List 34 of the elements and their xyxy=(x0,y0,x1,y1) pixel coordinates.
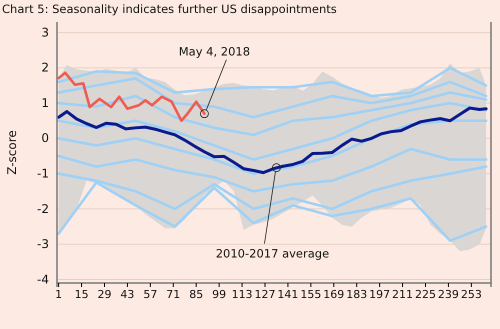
x-tick-label: 211 xyxy=(392,288,414,301)
x-tick-label: 141 xyxy=(277,288,298,301)
x-tick-label: 253 xyxy=(460,288,482,301)
line-series xyxy=(57,106,488,174)
chart-title: Chart 5: Seasonality indicates further US disappointments xyxy=(2,2,337,16)
x-tick-label: 127 xyxy=(254,288,276,301)
y-tick-label: 1 xyxy=(41,96,49,110)
x-tick-label: 197 xyxy=(369,288,390,301)
line-series xyxy=(57,102,488,161)
y-tick-label: 2 xyxy=(41,60,49,75)
x-tick-label: 29 xyxy=(97,288,112,301)
x-tick-label: 225 xyxy=(414,288,436,301)
y-tick-label: 3 xyxy=(41,25,49,40)
x-tick-label: 71 xyxy=(166,288,180,301)
x-tick-label: 239 xyxy=(438,288,459,301)
annotation: May 4, 2018 xyxy=(178,44,250,59)
y-tick-label: 0 xyxy=(41,131,49,146)
annotation: 2010-2017 average xyxy=(216,246,330,261)
x-tick-label: 15 xyxy=(74,288,89,301)
line-series xyxy=(57,148,488,193)
y-tick-label: -1 xyxy=(37,166,49,180)
x-tick-label: 155 xyxy=(300,288,322,301)
x-tick-label: 1 xyxy=(55,288,62,301)
y-tick-label: -3 xyxy=(37,237,49,252)
x-tick-label: 183 xyxy=(346,288,368,301)
x-tick-label: 113 xyxy=(232,288,253,301)
x-tick-label: 99 xyxy=(212,288,226,301)
x-tick-label: 57 xyxy=(143,288,158,301)
y-axis-title: Z-score xyxy=(5,130,19,175)
x-tick-label: 169 xyxy=(323,288,344,301)
y-tick-label: -4 xyxy=(37,272,49,286)
x-tick-label: 85 xyxy=(189,288,204,301)
y-tick-label: -2 xyxy=(37,202,49,216)
x-tick-label: 43 xyxy=(120,288,134,301)
